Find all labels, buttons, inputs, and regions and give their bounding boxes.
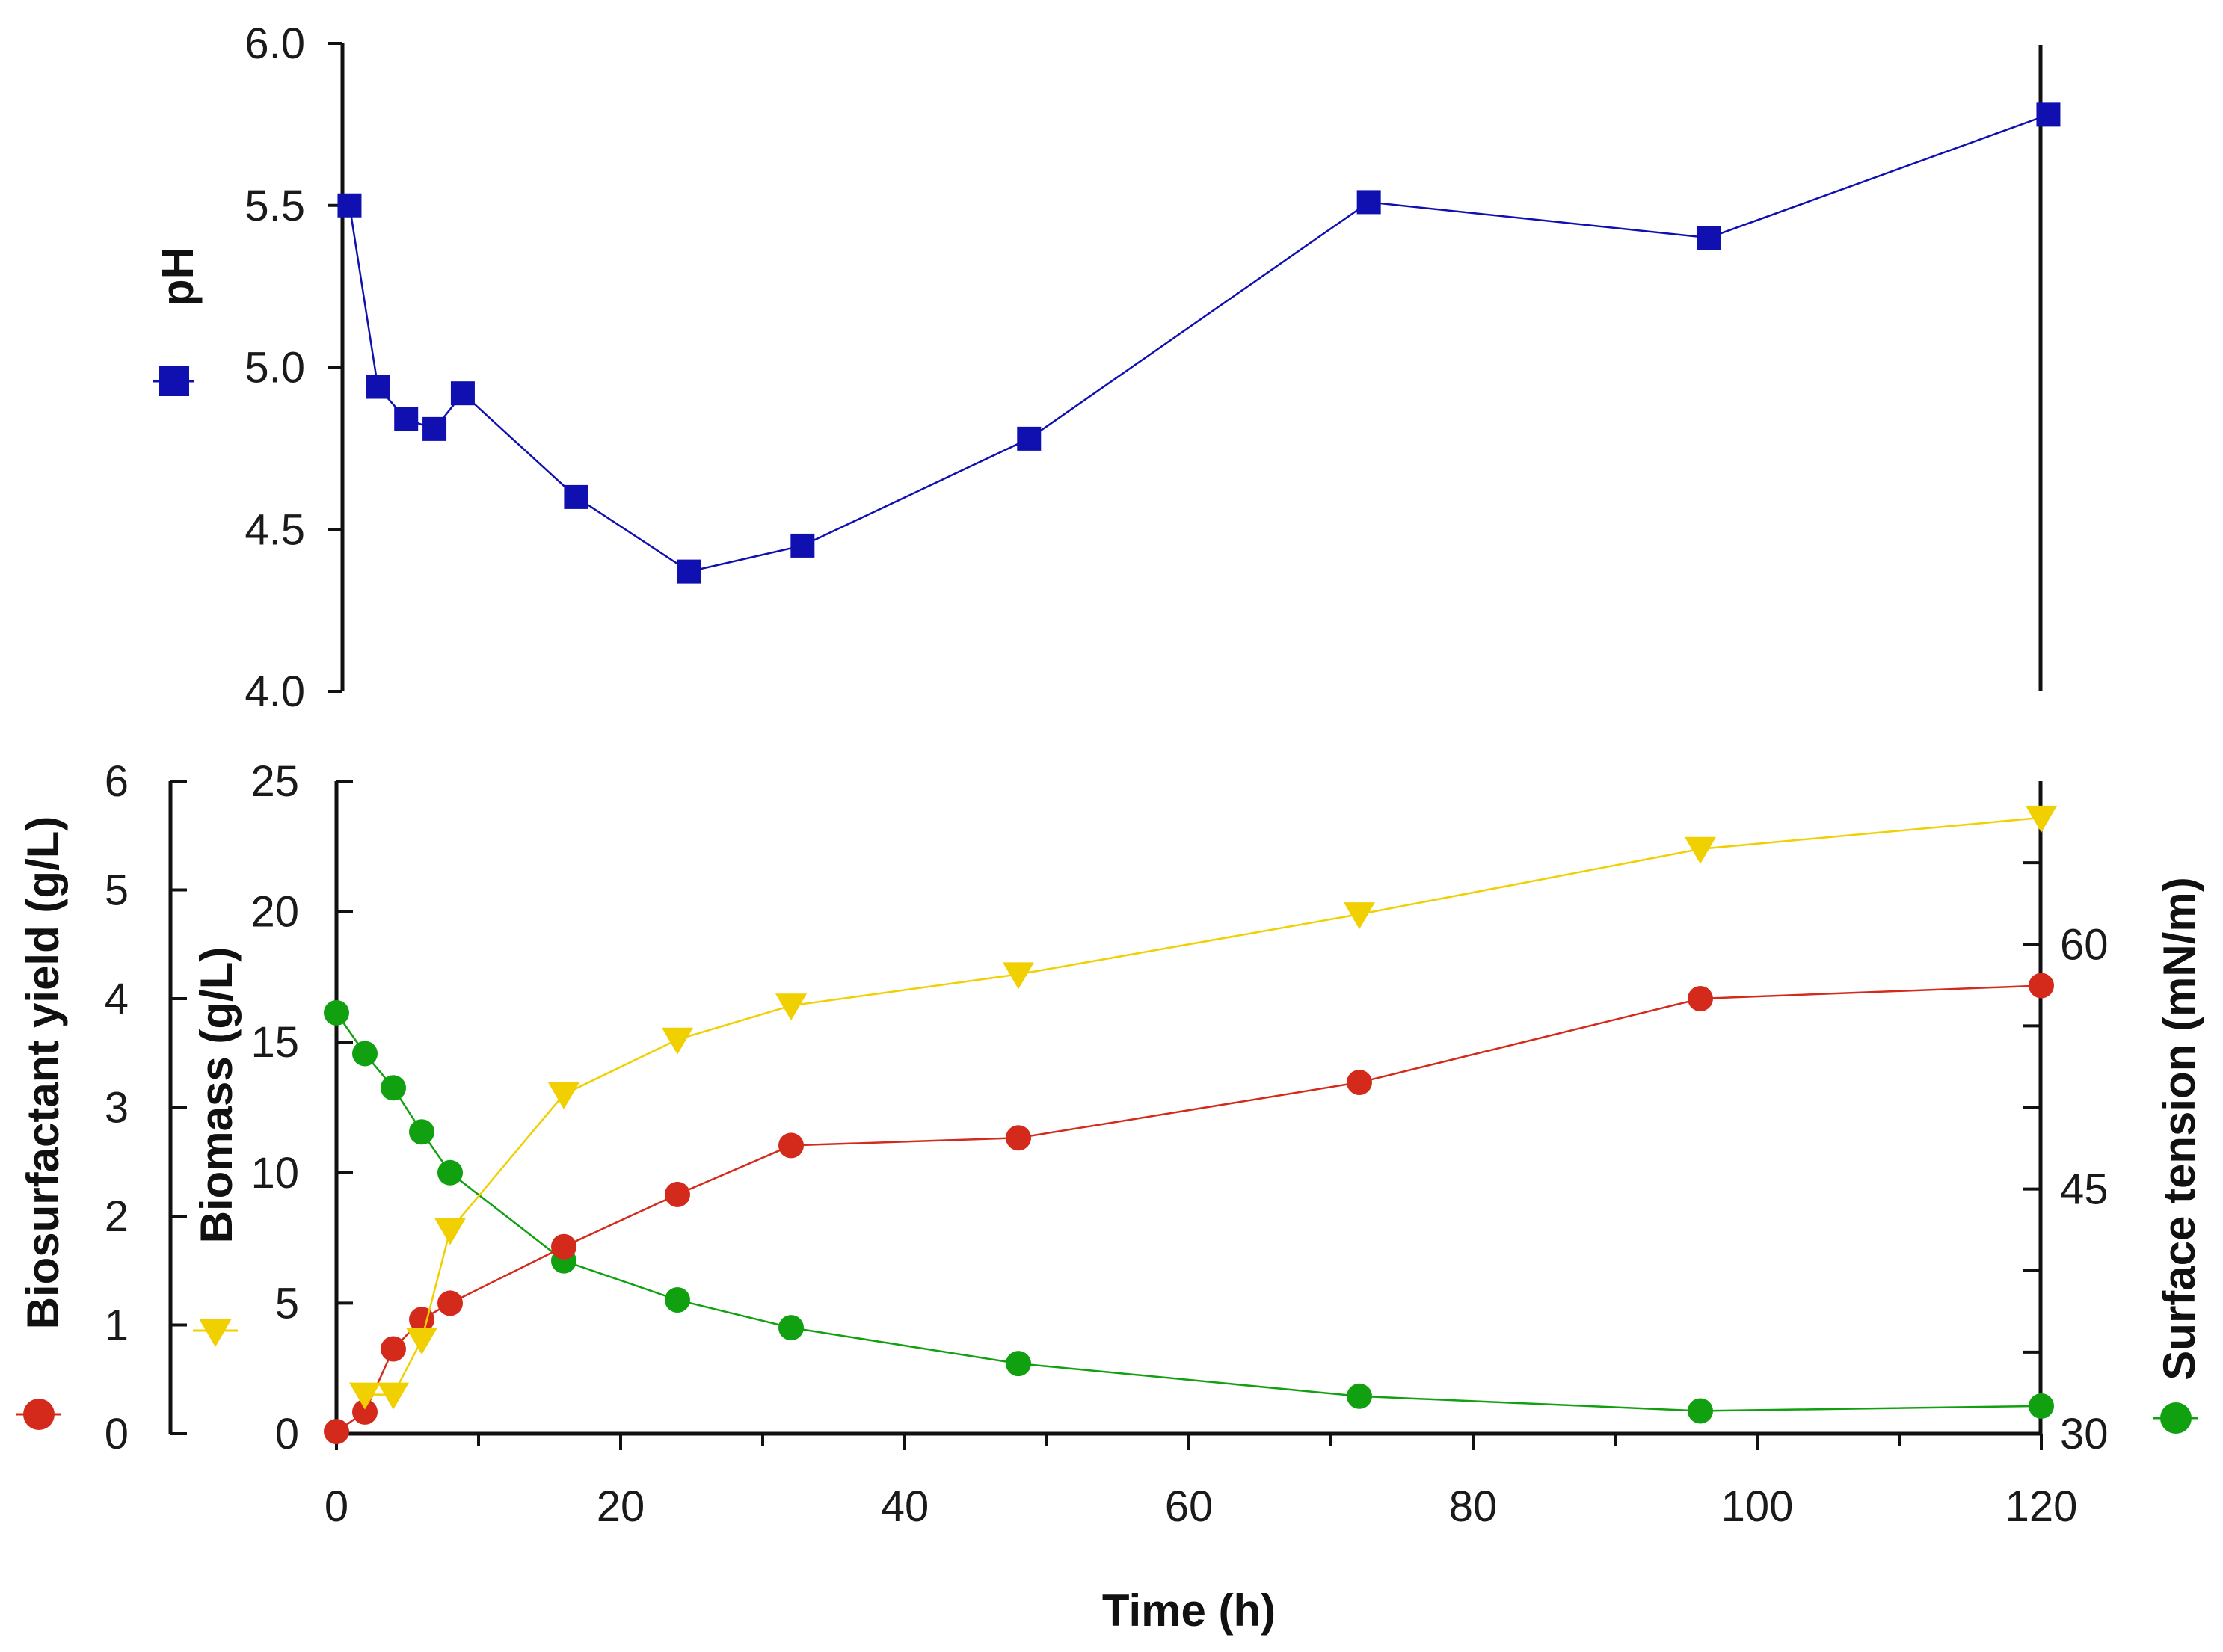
biosurfactant-point	[665, 1181, 690, 1207]
surface-tension-point	[352, 1041, 378, 1067]
biosurfactant-y-tick-label: 5	[105, 866, 129, 915]
biomass-y-tick-label: 0	[275, 1410, 299, 1458]
biosurfactant-series	[324, 973, 2054, 1445]
biosurfactant-y-tick-label: 1	[105, 1301, 129, 1350]
ph-point	[1017, 426, 1042, 451]
surface-tension-point	[1347, 1383, 1372, 1409]
biosurfactant-point	[1006, 1125, 1031, 1151]
surface-tension-legend-marker	[2160, 1402, 2192, 1434]
biosurfactant-legend-symbol	[16, 1399, 61, 1430]
ph-y-tick-label: 4.5	[245, 505, 305, 554]
time-x-tick-label: 80	[1449, 1482, 1498, 1531]
ph-y-tick-label: 4.0	[245, 668, 305, 716]
ph-y-tick-label: 5.5	[245, 182, 305, 230]
ph-y-tick-label: 6.0	[245, 19, 305, 68]
time-x-tick-label: 60	[1165, 1482, 1214, 1531]
time-x-tick-label: 40	[881, 1482, 929, 1531]
biomass-y-tick-label: 5	[275, 1279, 299, 1328]
time-x-tick-label: 0	[325, 1482, 348, 1531]
biomass-point	[2026, 805, 2057, 833]
ph-series	[337, 102, 2061, 584]
surface-tension-y-tick-label: 60	[2060, 920, 2109, 969]
biomass-point	[378, 1382, 409, 1410]
ph-point	[1356, 190, 1381, 215]
time-x-tick-label: 20	[597, 1482, 645, 1531]
ph-point	[394, 407, 419, 431]
surface-tension-legend-symbol	[2153, 1402, 2198, 1434]
ph-panel: 4.0 4.5 5.0 5.5 6.0 pH	[153, 19, 2061, 716]
biomass-y-ticks: 0 5 10 15 20 25	[250, 757, 353, 1458]
biomass-point	[406, 1328, 437, 1355]
surface-tension-point	[665, 1287, 690, 1313]
surface-tension-point	[381, 1075, 406, 1101]
biosurfactant-y-ticks: 0 1 2 3 4 5 6	[105, 757, 187, 1458]
surface-tension-point	[2029, 1393, 2054, 1419]
surface-tension-series	[324, 999, 2054, 1424]
biosurfactant-legend-marker	[23, 1399, 55, 1430]
surface-tension-point	[324, 999, 349, 1026]
surface-tension-point	[1006, 1351, 1031, 1377]
biosurfactant-y-tick-label: 3	[105, 1084, 129, 1132]
ph-point	[366, 375, 390, 399]
biomass-point	[1003, 962, 1034, 990]
biosurfactant-point	[324, 1419, 349, 1445]
surface-tension-y-tick-label: 45	[2060, 1165, 2109, 1214]
ph-point	[450, 381, 475, 406]
time-x-tick-label: 120	[2005, 1482, 2078, 1531]
biomass-point	[548, 1082, 579, 1110]
surface-tension-point	[437, 1159, 463, 1186]
biosurfactant-point	[352, 1399, 378, 1425]
time-x-tick-label: 100	[1721, 1482, 1794, 1531]
ph-point	[790, 533, 815, 558]
ph-point	[564, 484, 588, 509]
biomass-y-tick-label: 15	[250, 1018, 299, 1067]
biosurfactant-point	[1688, 986, 1713, 1011]
biomass-point	[775, 993, 807, 1021]
biomass-y-tick-label: 10	[250, 1149, 299, 1198]
biomass-legend-marker	[199, 1319, 232, 1347]
ph-legend-symbol	[153, 366, 194, 396]
ph-point	[2036, 102, 2061, 127]
biosurfactant-point	[2029, 973, 2054, 999]
biomass-y-tick-label: 25	[250, 757, 299, 806]
ph-point	[1697, 226, 1721, 250]
biomass-point	[349, 1382, 381, 1410]
surface-tension-y-ticks: 30 45 60	[2023, 861, 2109, 1458]
biomass-point	[434, 1218, 466, 1245]
biosurfactant-point	[778, 1132, 804, 1159]
biomass-point	[662, 1027, 693, 1055]
ph-point	[677, 559, 701, 584]
biomass-point	[1344, 902, 1375, 930]
biosurfactant-point	[1347, 1070, 1372, 1096]
biosurfactant-point	[551, 1233, 576, 1260]
biomass-axis-title: Biomass (g/L)	[191, 947, 242, 1244]
ph-axis-title: pH	[153, 247, 203, 306]
ph-legend-marker	[159, 366, 189, 396]
time-x-ticks: 0 20 40 60 80 100 120	[325, 1434, 2078, 1531]
biomass-legend-symbol	[193, 1319, 238, 1347]
surface-tension-y-tick-label: 30	[2060, 1410, 2109, 1458]
ph-point	[337, 193, 362, 218]
biosurfactant-y-tick-label: 6	[105, 757, 129, 806]
surface-tension-point	[778, 1315, 804, 1341]
biomass-series	[349, 805, 2057, 1410]
ph-y-tick-label: 5.0	[245, 344, 305, 392]
biomass-point	[1685, 836, 1716, 864]
time-axis-title: Time (h)	[1102, 1585, 1276, 1636]
biomass-y-tick-label: 20	[250, 888, 299, 937]
biosurfactant-y-tick-label: 2	[105, 1192, 129, 1241]
surface-tension-axis-title: Surface tension (mN/m)	[2154, 877, 2204, 1380]
ph-y-ticks: 4.0 4.5 5.0 5.5 6.0	[245, 19, 342, 716]
ph-point	[422, 416, 447, 441]
surface-tension-point	[1688, 1398, 1713, 1424]
biosurfactant-y-tick-label: 0	[105, 1410, 129, 1458]
biosurfactant-y-tick-label: 4	[105, 975, 129, 1023]
biosurfactant-point	[381, 1336, 406, 1362]
surface-tension-point	[409, 1119, 434, 1145]
biosurfactant-point	[437, 1290, 463, 1316]
biosurfactant-axis-title: Biosurfactant yield (g/L)	[18, 816, 68, 1330]
